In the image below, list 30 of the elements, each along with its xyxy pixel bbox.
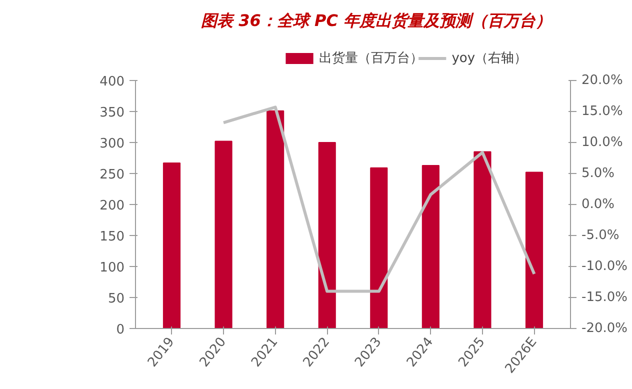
bar	[266, 110, 284, 328]
y-tick-label: 200	[100, 198, 125, 214]
chart-title: 图表 36：全球 PC 年度出货量及预测（百万台）	[201, 11, 552, 30]
y-tick-label: 100	[100, 260, 125, 276]
line-series	[222, 106, 536, 293]
y2-tick-label: -15.0%	[582, 290, 628, 305]
y2-tick-label: -5.0%	[582, 228, 620, 243]
bar	[370, 167, 388, 328]
y2-tick-label: 20.0%	[582, 73, 623, 88]
y-tick-label: 400	[100, 74, 125, 90]
bar	[214, 140, 232, 328]
y2-tick-label: 0.0%	[582, 197, 615, 212]
legend-label: 出货量（百万台）	[318, 51, 423, 66]
bar	[162, 162, 181, 328]
y-tick-label: 350	[100, 106, 125, 120]
y-tick-label: 0	[116, 322, 125, 338]
bar	[525, 172, 544, 328]
y-tick-label: 50	[108, 292, 125, 306]
bar	[318, 142, 336, 328]
bar	[422, 164, 440, 328]
bar	[474, 151, 492, 328]
y-tick-label: 250	[100, 168, 125, 182]
y2-tick-label: 10.0%	[582, 135, 623, 150]
y-tick-label: 150	[100, 230, 125, 244]
legend-label: yoy（右轴）	[452, 51, 528, 66]
y-tick-label: 300	[100, 136, 125, 152]
y2-tick-label: -10.0%	[582, 259, 628, 274]
y2-tick-label: 15.0%	[582, 104, 623, 119]
y2-tick-label: 5.0%	[582, 166, 615, 181]
y2-tick-label: -20.0%	[582, 321, 628, 336]
